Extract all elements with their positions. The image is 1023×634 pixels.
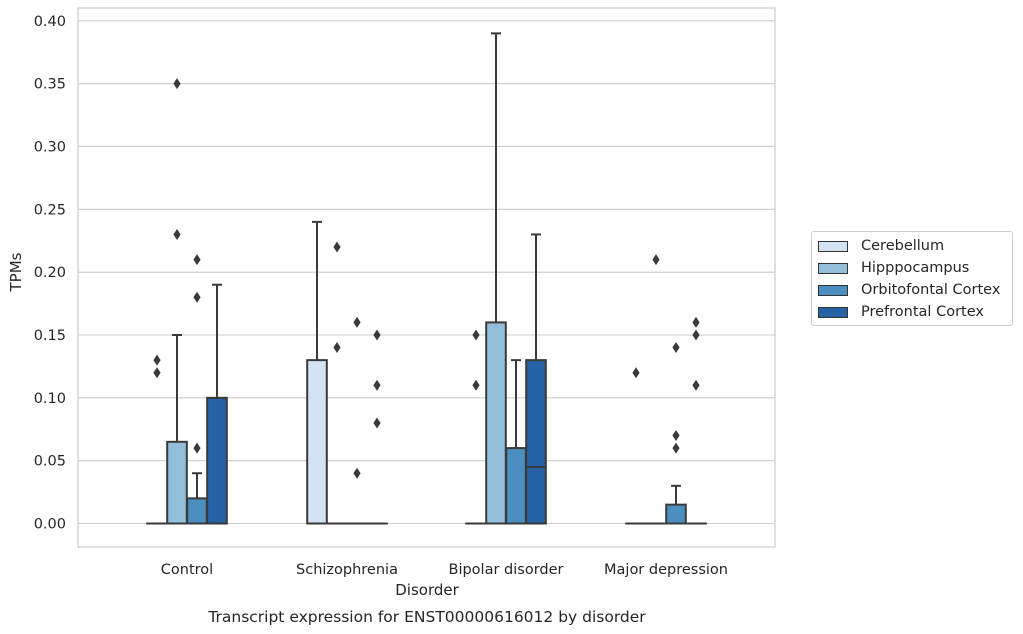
outlier-point bbox=[173, 78, 181, 90]
box bbox=[206, 396, 228, 525]
legend-item: Prefrontal Cortex bbox=[818, 303, 984, 321]
x-tick-label: Major depression bbox=[604, 562, 728, 578]
legend-swatch-hippocampus bbox=[818, 262, 848, 274]
x-tick-label: Schizophrenia bbox=[296, 562, 398, 578]
x-tick-label: Bipolar disorder bbox=[449, 562, 564, 578]
y-tick-label: 0.30 bbox=[34, 139, 66, 155]
outlier-point bbox=[153, 354, 161, 366]
outlier-point bbox=[692, 379, 700, 391]
plot-area bbox=[77, 7, 776, 548]
outlier-point bbox=[652, 254, 660, 266]
outlier-point bbox=[672, 342, 680, 354]
box bbox=[525, 359, 547, 525]
legend-item: Hipppocampus bbox=[818, 259, 969, 277]
outlier-point bbox=[472, 329, 480, 341]
outlier-point bbox=[692, 329, 700, 341]
legend-label: Prefrontal Cortex bbox=[861, 304, 984, 320]
outlier-point bbox=[472, 379, 480, 391]
chart-title: Transcript expression for ENST0000061601… bbox=[207, 608, 646, 626]
outlier-point bbox=[153, 367, 161, 379]
box bbox=[166, 440, 188, 525]
outlier-point bbox=[353, 316, 361, 328]
outlier-point bbox=[333, 241, 341, 253]
legend-label: Cerebellum bbox=[861, 238, 945, 254]
outlier-point bbox=[672, 430, 680, 442]
legend-item: Orbitofontal Cortex bbox=[818, 281, 1000, 299]
legend: Cerebellum Hipppocampus Orbitofontal Cor… bbox=[811, 231, 1013, 326]
legend-swatch-orbitofrontal bbox=[818, 284, 848, 296]
y-tick-label: 0.25 bbox=[34, 202, 66, 218]
x-axis-label: Disorder bbox=[395, 581, 459, 599]
outlier-point bbox=[193, 254, 201, 266]
y-tick-label: 0.05 bbox=[34, 454, 66, 470]
outlier-point bbox=[353, 467, 361, 479]
legend-label: Orbitofontal Cortex bbox=[861, 282, 1001, 298]
y-tick-label: 0.15 bbox=[34, 328, 66, 344]
legend-label: Hipppocampus bbox=[861, 260, 970, 276]
y-tick-label: 0.40 bbox=[34, 14, 66, 30]
legend-swatch-prefrontal bbox=[818, 306, 848, 318]
outlier-point bbox=[333, 342, 341, 354]
outlier-point bbox=[373, 417, 381, 429]
outlier-point bbox=[173, 228, 181, 240]
outlier-point bbox=[193, 442, 201, 454]
outlier-point bbox=[692, 316, 700, 328]
outlier-point bbox=[373, 329, 381, 341]
outlier-point bbox=[193, 291, 201, 303]
y-tick-label: 0.35 bbox=[34, 77, 66, 93]
y-tick-label: 0.00 bbox=[34, 517, 66, 533]
box bbox=[665, 503, 687, 525]
legend-swatch-cerebellum bbox=[818, 240, 848, 252]
y-axis-label: TPMs bbox=[7, 252, 25, 292]
box bbox=[505, 447, 527, 525]
box bbox=[485, 321, 507, 525]
box bbox=[186, 497, 208, 525]
outlier-point bbox=[672, 442, 680, 454]
outlier-point bbox=[373, 379, 381, 391]
box bbox=[306, 359, 328, 525]
legend-item: Cerebellum bbox=[818, 237, 944, 255]
outlier-point bbox=[632, 367, 640, 379]
x-tick-label: Control bbox=[161, 562, 213, 578]
y-tick-label: 0.20 bbox=[34, 265, 66, 281]
y-tick-label: 0.10 bbox=[34, 391, 66, 407]
